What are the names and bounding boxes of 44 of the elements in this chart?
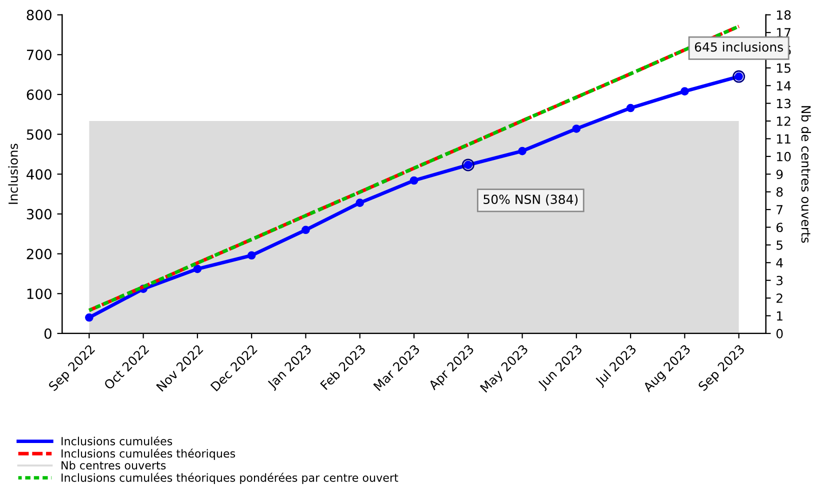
- point: [247, 251, 256, 260]
- y2-tick-label: 14: [776, 81, 791, 90]
- y-tick-label: 800: [26, 10, 52, 20]
- y2-tick-label: 1: [776, 311, 782, 320]
- legend-label: Inclusions cumulées théoriques: [62, 448, 236, 460]
- point: [356, 198, 364, 207]
- y2-tick-label: 6: [776, 222, 783, 232]
- y2-tick-label: 15: [776, 64, 790, 73]
- y2-tick-label: 2: [776, 294, 782, 303]
- y2-tick-label: 11: [776, 134, 790, 144]
- y-tick-label: 200: [26, 248, 52, 260]
- y-tick-label: 300: [26, 208, 52, 220]
- y2-tick-label: 7: [776, 205, 783, 214]
- y-tick-label: 600: [26, 89, 52, 100]
- annotation: 645 inclusions: [694, 42, 784, 52]
- y2-tick-label: 13: [776, 98, 791, 108]
- legend-label: Inclusions cumulées: [62, 436, 172, 446]
- annotation: 50% NSN (384): [484, 194, 578, 206]
- y2-tick-label: 4: [776, 258, 783, 268]
- point: [85, 313, 94, 322]
- point: [680, 87, 689, 96]
- y-tick-label: 0: [44, 328, 52, 339]
- point: [410, 176, 418, 185]
- point: [626, 104, 635, 112]
- point: [572, 124, 581, 133]
- point: [193, 264, 202, 274]
- point: [302, 226, 310, 234]
- y2-tick-label: 10: [776, 152, 791, 162]
- y-tick-label: 400: [26, 169, 52, 180]
- y2-tick-label: 5: [776, 240, 782, 250]
- legend-label: Nb centres ouverts: [62, 460, 166, 470]
- y2-tick-label: 8: [776, 187, 783, 197]
- y2-tick-label: 12: [776, 116, 790, 126]
- y-axis-title: Inclusions: [8, 144, 18, 204]
- y2-tick-label: 3: [776, 276, 783, 286]
- y-tick-label: 100: [27, 288, 52, 300]
- y2-axis-title: Nb de centres ouverts: [801, 106, 811, 243]
- y-tick-label: 500: [26, 129, 52, 140]
- point: [518, 146, 526, 156]
- y2-tick-label: 18: [776, 10, 791, 20]
- y2-tick-label: 9: [776, 170, 783, 180]
- y2-tick-label: 0: [776, 328, 783, 338]
- legend-label: Inclusions cumulées théoriques pondérées par centre ouvert: [62, 472, 398, 484]
- y-tick-label: 700: [27, 50, 52, 60]
